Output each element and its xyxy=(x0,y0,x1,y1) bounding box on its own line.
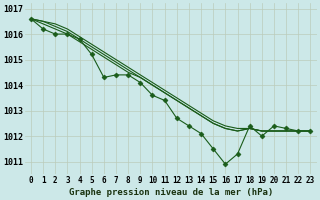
X-axis label: Graphe pression niveau de la mer (hPa): Graphe pression niveau de la mer (hPa) xyxy=(68,188,273,197)
